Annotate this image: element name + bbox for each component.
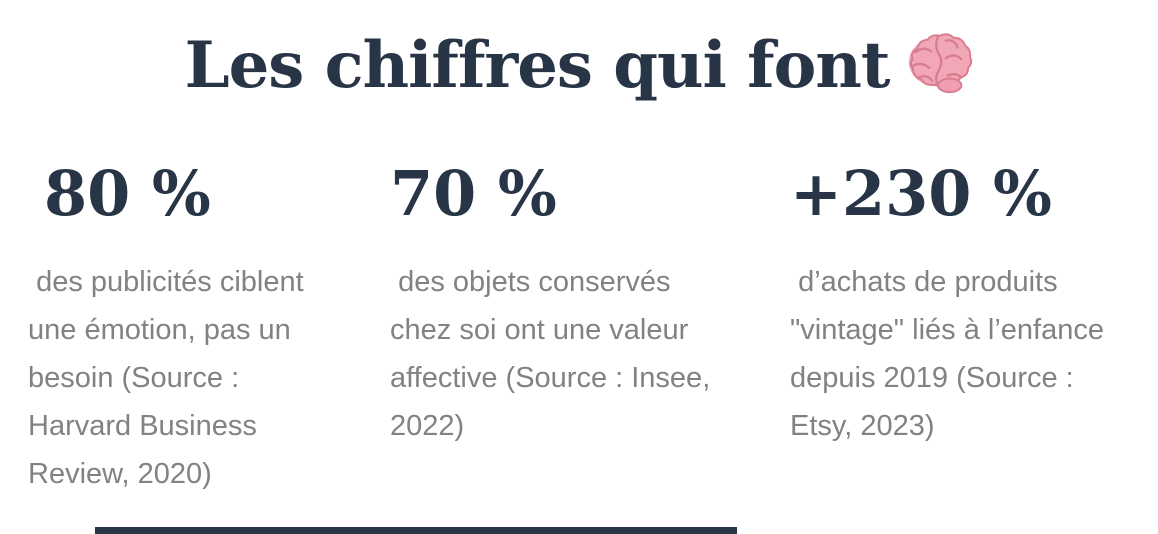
stat-column-objects: 70 % des objets conservés chez soi ont u… — [390, 157, 790, 450]
page-title: Les chiffres qui font — [0, 28, 1158, 115]
stat-value: 70 % — [390, 157, 557, 230]
stat-column-vintage: +230 % d’achats de produits "vintage" li… — [790, 157, 1158, 450]
page-title-text: Les chiffres qui font — [184, 28, 891, 103]
bottom-divider-bar — [95, 527, 737, 534]
stat-description: des publicités ciblent une émotion, pas … — [28, 266, 312, 491]
stat-value: +230 % — [790, 157, 1052, 230]
stat-value: 80 % — [44, 157, 211, 230]
brain-emoji-icon — [903, 29, 973, 115]
stat-description: d’achats de produits "vintage" liés à l’… — [790, 266, 1113, 443]
stats-row: 80 % des publicités ciblent une émotion,… — [28, 157, 1158, 498]
stat-column-advertising: 80 % des publicités ciblent une émotion,… — [28, 157, 390, 498]
stat-description: des objets conservés chez soi ont une va… — [390, 266, 719, 443]
